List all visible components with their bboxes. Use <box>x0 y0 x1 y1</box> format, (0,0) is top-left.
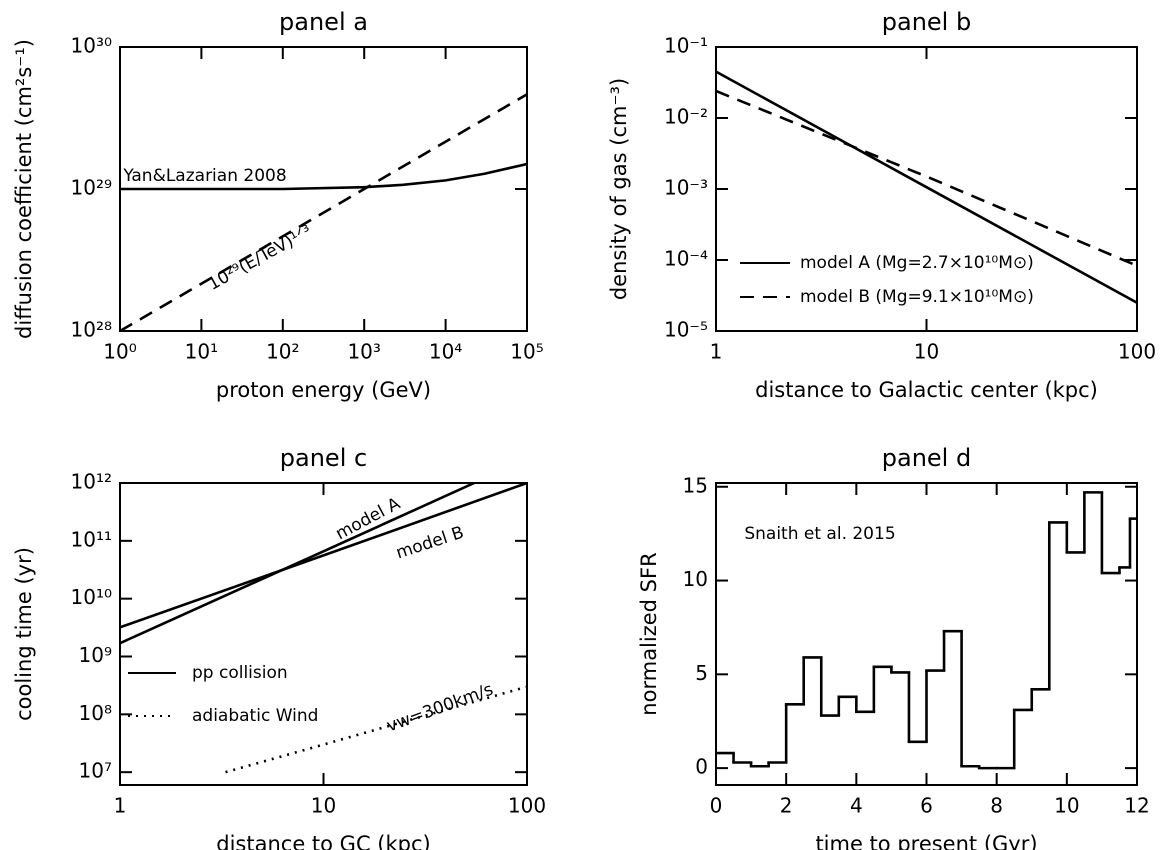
x-tick-label: 10³ <box>347 340 380 364</box>
plot-frame <box>715 482 1138 786</box>
x-tick-label: 10⁵ <box>510 340 543 364</box>
y-axis-label: density of gas (cm⁻³) <box>607 78 631 300</box>
x-tick-label: 10 <box>311 794 336 818</box>
line <box>716 89 1137 267</box>
line <box>120 483 527 629</box>
y-tick-label: 15 <box>683 473 708 497</box>
y-tick-label: 10²⁸ <box>71 318 112 342</box>
panel: panel b distance to Galactic center (kpc)… <box>607 8 1156 402</box>
line <box>120 483 475 645</box>
y-axis-label: cooling time (yr) <box>12 547 36 721</box>
x-tick-label: 10¹ <box>185 340 218 364</box>
x-tick-label: 1 <box>114 794 127 818</box>
y-tick-label: 10⁸ <box>79 701 112 725</box>
x-tick-label: 10² <box>266 340 299 364</box>
x-tick-label: 12 <box>1124 794 1149 818</box>
line <box>716 70 1137 304</box>
line <box>225 685 527 774</box>
panel-title: panel d <box>882 444 971 472</box>
panel: panel d time to present (Gyr) normalized S… <box>637 444 1150 850</box>
x-axis-label: distance to GC (kpc) <box>216 832 430 850</box>
legend-label: pp collision <box>192 663 288 683</box>
series-label: Yan&Lazarian 2008 <box>122 166 286 186</box>
x-tick-label: 10⁰ <box>103 340 136 364</box>
x-axis-label: distance to Galactic center (kpc) <box>755 378 1098 402</box>
plot-area <box>120 93 527 331</box>
plot-frame <box>119 482 528 786</box>
x-tick-label: 100 <box>508 794 546 818</box>
y-tick-label: 10¹¹ <box>71 527 112 551</box>
y-axis-label: diffusion coefficient (cm²s⁻¹) <box>12 39 36 339</box>
y-tick-label: 10²⁹ <box>71 176 112 200</box>
x-tick-label: 2 <box>780 794 793 818</box>
x-axis-label: time to present (Gyr) <box>815 832 1037 850</box>
y-tick-label: 10 <box>683 567 708 591</box>
y-tick-label: 10⁷ <box>79 759 112 783</box>
panel-title: panel b <box>882 8 971 36</box>
x-tick-label: 0 <box>710 794 723 818</box>
x-tick-label: 10 <box>914 340 939 364</box>
y-tick-label: 10⁻³ <box>664 176 708 200</box>
panel: panel c distance to GC (kpc) cooling time … <box>12 444 546 850</box>
y-tick-label: 10⁻⁴ <box>664 247 708 271</box>
series-label: 10²⁹(E/TeV)¹ᐟ³ <box>205 221 316 294</box>
x-tick-label: 6 <box>920 794 933 818</box>
x-tick-label: 4 <box>850 794 863 818</box>
legend-label: adiabatic Wind <box>192 706 318 726</box>
plot-frame <box>715 46 1138 332</box>
y-tick-label: 10⁻⁵ <box>664 318 708 342</box>
x-tick-label: 100 <box>1118 340 1156 364</box>
line <box>120 162 527 191</box>
y-tick-label: 10⁻¹ <box>664 34 708 58</box>
x-tick-label: 8 <box>990 794 1003 818</box>
x-tick-label: 10 <box>1054 794 1079 818</box>
line <box>120 93 527 331</box>
y-tick-label: 10¹⁰ <box>71 585 112 609</box>
y-tick-label: 10¹² <box>71 470 112 494</box>
y-tick-label: 10⁹ <box>79 643 112 667</box>
legend-label: model A (Mg=2.7×10¹⁰M⊙) <box>800 253 1034 273</box>
x-axis-label: proton energy (GeV) <box>216 378 431 402</box>
panel-title: panel c <box>280 444 367 472</box>
legend-label: model B (Mg=9.1×10¹⁰M⊙) <box>800 287 1034 307</box>
plot-area <box>716 70 1137 304</box>
series-label: vw=300km/s <box>384 679 496 736</box>
series-label: model B <box>394 523 467 564</box>
x-tick-label: 1 <box>710 340 723 364</box>
y-tick-label: 10⁻² <box>664 105 708 129</box>
y-tick-label: 10³⁰ <box>71 34 112 58</box>
panel-title: panel a <box>279 8 368 36</box>
y-tick-label: 0 <box>695 755 708 779</box>
panel: panel a proton energy (GeV) diffusion coef… <box>12 8 544 402</box>
y-tick-label: 5 <box>695 661 708 685</box>
x-tick-label: 10⁴ <box>429 340 462 364</box>
y-axis-label: normalized SFR <box>637 552 661 715</box>
plot-area <box>716 491 1137 770</box>
annotation: Snaith et al. 2015 <box>744 524 895 544</box>
plot-area <box>120 483 527 774</box>
